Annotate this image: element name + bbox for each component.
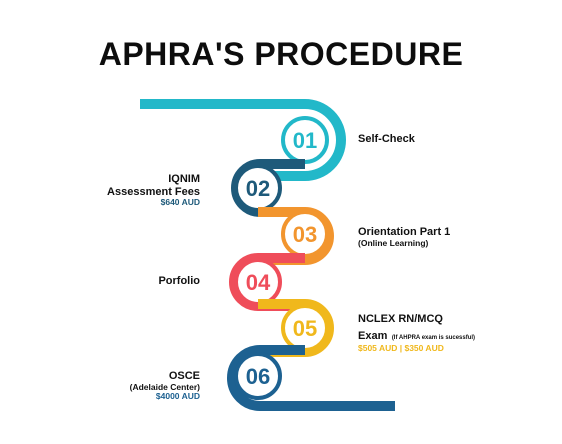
step-02-label-line1: IQNIM — [168, 173, 200, 185]
step-05-label-block: NCLEX RN/MCQ Exam (If AHPRA exam is suce… — [358, 313, 475, 354]
step-06-sublabel: (Adelaide Center) — [129, 381, 200, 392]
step-04-label: Porfolio — [158, 275, 200, 287]
step-06-circle — [234, 352, 282, 400]
step-04-number: 04 — [246, 270, 271, 295]
step-03-label-block: Orientation Part 1 (Online Learning) — [358, 226, 450, 248]
step-05-price: $505 AUD | $350 AUD — [358, 343, 444, 354]
step-06-number: 06 — [246, 364, 270, 389]
step-04-label-block: Porfolio — [60, 275, 200, 288]
step-06-path — [227, 345, 395, 411]
step-05-note: (If AHPRA exam is sucessful) — [391, 334, 476, 341]
step-05-label-line2: Exam — [358, 329, 388, 342]
step-05-number: 05 — [293, 316, 317, 341]
step-02-number: 02 — [246, 176, 270, 201]
step-06-label-block: OSCE (Adelaide Center) $4000 AUD — [60, 370, 200, 402]
step-01-label: Self-Check — [358, 133, 415, 145]
step-05-label-line1: NCLEX RN/MCQ — [358, 313, 443, 325]
page-title: APHRA'S PROCEDURE — [98, 36, 464, 72]
step-01-number: 01 — [293, 128, 317, 153]
step-06-label: OSCE — [168, 370, 200, 382]
step-02-label-block: IQNIM Assessment Fees $640 AUD — [60, 173, 200, 208]
step-01-label-block: Self-Check — [358, 133, 415, 146]
step-01-path — [140, 99, 346, 181]
step-03-sublabel: (Online Learning) — [358, 237, 429, 248]
step-02-price: $640 AUD — [160, 197, 200, 208]
step-02-label-line2: Assessment Fees — [107, 185, 200, 198]
step-03-number: 03 — [293, 222, 317, 247]
step-06-price: $4000 AUD — [155, 391, 200, 402]
step-03-label: Orientation Part 1 — [358, 226, 451, 238]
